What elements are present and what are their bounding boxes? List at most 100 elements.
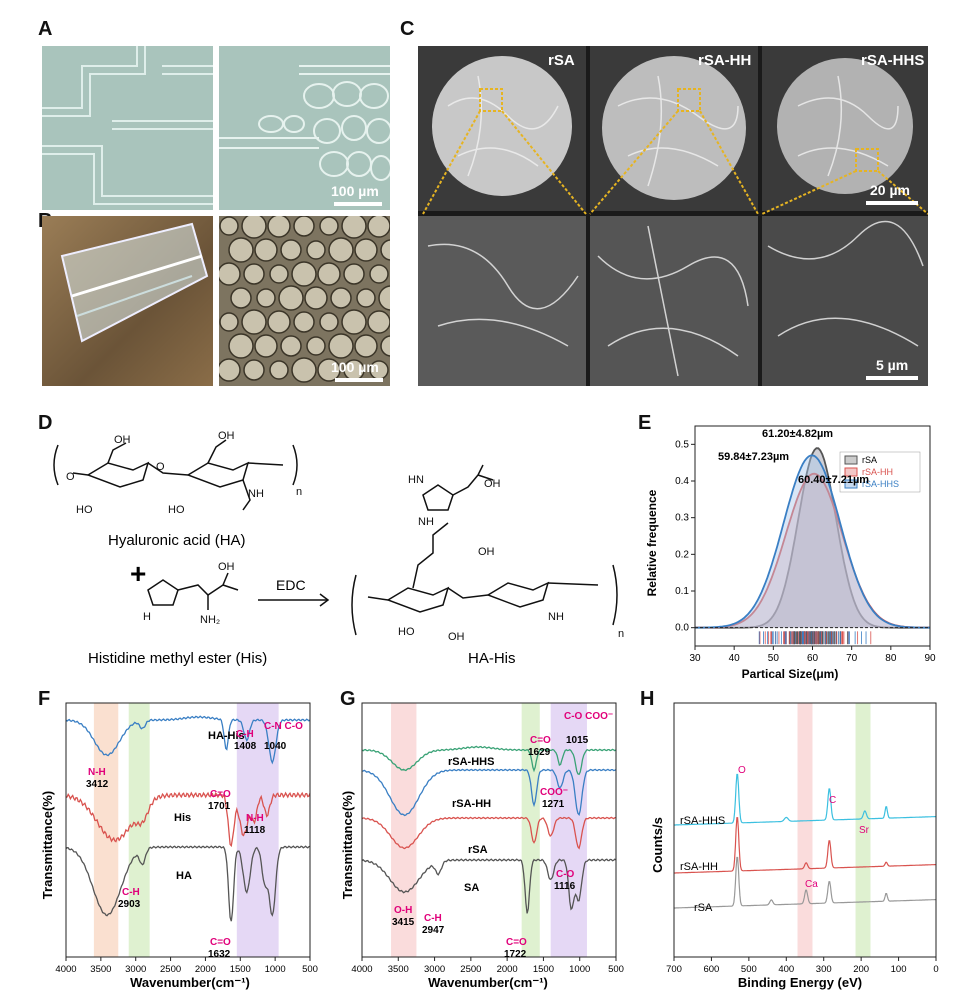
legend-swatch-rsa-hh [844,467,858,477]
atom-hn-product: HN [408,474,424,486]
y-axis-label-e: Relative frequence [645,489,659,596]
microsphere-26 [356,288,376,308]
scale-bar-label-c-bottom: 5 µm [876,357,909,373]
peak-g-co-1116-value: 1116 [554,881,576,892]
microsphere-17 [291,261,317,287]
spectrum-rsa-hh [361,768,617,817]
y-axis-label-h: Counts/s [650,817,665,873]
legend-swatch-rsa-hhs [844,479,858,489]
series-label-rsa-hhs-h: rSA-HHS [680,815,725,827]
element-label-sr: Sr [859,825,870,836]
size-distribution-chart: 30 40 50 60 70 80 90 0.0 0.1 0.2 0.3 0.4 0.5 rSA rSA… [645,425,936,681]
series-label-rsa-hh-g: rSA-HH [452,798,491,810]
spectrum-ha-his [65,715,311,765]
peak-f-cn-value: 1040 [264,741,287,752]
y-tick-label-e-0.2: 0.2 [675,549,689,560]
microsphere-micrograph: 100 µm [219,216,390,386]
panel-label-d: D [38,412,53,434]
microsphere-29 [241,309,267,335]
microsphere-27 [378,285,390,311]
x-tick-label-h-600: 600 [703,964,719,975]
band-g-0 [391,703,417,957]
spectrum-ha [65,845,311,922]
microsphere-13 [380,239,390,261]
xps-spectrum-rsa-hhs [674,773,936,826]
y-tick-label-e-0.3: 0.3 [675,513,689,524]
microsphere-21 [230,287,252,309]
x-tick-label-h-500: 500 [741,964,757,975]
series-label-rsa-g: rSA [468,844,488,856]
peak-g-oh-value: 3415 [392,917,415,928]
panel-label-c: C [400,18,415,40]
sem-title-rsa: rSA [548,52,575,69]
y-tick-label-e-0.5: 0.5 [675,439,689,450]
legend-swatch-rsa [844,455,858,465]
peak-g-co-1722-value: 1722 [504,949,527,960]
microsphere-28 [219,312,239,332]
microsphere-34 [367,310,390,334]
x-tick-label-e-50: 50 [768,653,780,664]
scale-bar-label-a: 100 µm [331,183,379,199]
microsphere-25 [330,287,352,309]
x-tick-label-g-1000: 1000 [569,964,590,975]
atom-nh2-his: NH₂ [200,614,220,626]
legend-label-rsa: rSA [862,455,877,465]
legend-label-rsa-hh: rSA-HH [862,467,893,477]
microsphere-10 [306,240,326,260]
x-axis-label-h: Binding Energy (eV) [738,975,862,990]
peak-f-co-1701-label: C=O [210,789,231,800]
annotation-rsa-hhs: 59.84±7.23µm [718,451,789,463]
curve-rsa-hhs [695,454,930,629]
series-label-ha: HA [176,870,192,882]
microsphere-9 [280,239,302,261]
x-axis-label-g: Wavenumber(cm⁻¹) [428,975,548,990]
microsphere-12 [354,238,378,262]
x-tick-label-e-60: 60 [807,653,819,664]
microsphere-14 [219,262,241,286]
spectrum-sa [361,858,617,914]
atom-oh-product: OH [484,478,501,490]
sem-title-rsa-hh: rSA-HH [698,52,752,69]
peak-f-ch-1408-label: C-H [236,729,254,740]
peak-f-ch-label: C-H [122,887,140,898]
microsphere-15 [243,263,265,285]
peak-f-nh-1118-label: N-H [246,813,264,824]
spectrum-rsa-hhs [361,745,617,776]
microsphere-41 [380,335,390,357]
panel-label-g: G [340,688,356,710]
band-h-0 [797,703,813,957]
x-tick-label-f-2000: 2000 [195,964,216,975]
scale-bar-b [335,378,383,382]
x-tick-label-g-2000: 2000 [497,964,518,975]
peak-g-co-1116-label: C-O [556,869,575,880]
microsphere-3 [293,216,315,237]
panel-label-e: E [638,412,652,434]
series-label-sa-g: SA [464,882,479,894]
peak-f-ch-1408-value: 1408 [234,741,257,752]
x-tick-label-g-2500: 2500 [460,964,481,975]
peak-g-coo-1271-label: COO⁻ [540,787,568,798]
plot-frame-g [361,702,617,958]
x-tick-label-f-1000: 1000 [265,964,286,975]
atom-oh-product-2: OH [448,631,465,643]
atom-nh-1: NH [248,488,264,500]
subscript-n-2: n [618,628,624,640]
atom-ho-product-1: HO [398,626,415,638]
microsphere-7 [228,237,254,263]
annotation-rsa-hh: 60.40±7.21µm [798,474,869,486]
microsphere-46 [317,358,341,382]
peak-g-ch-value: 2947 [422,925,445,936]
atom-o-1: O [66,471,75,483]
reaction-scheme: O OH HO O OH HO NH n H OH NH₂ NH HN OH H… [53,430,624,667]
atom-ho-2: HO [168,504,185,516]
atom-oh-his: OH [218,561,235,573]
atom-ho-1: HO [76,504,93,516]
peak-f-ch-value: 2903 [118,899,141,910]
product-name: HA-His [468,650,516,667]
x-tick-label-g-3500: 3500 [388,964,409,975]
element-label-o: O [738,765,746,776]
ha-name: Hyaluronic acid (HA) [108,532,246,549]
x-tick-label-e-40: 40 [729,653,741,664]
band-f-0 [93,703,119,957]
microsphere-5 [341,216,367,239]
